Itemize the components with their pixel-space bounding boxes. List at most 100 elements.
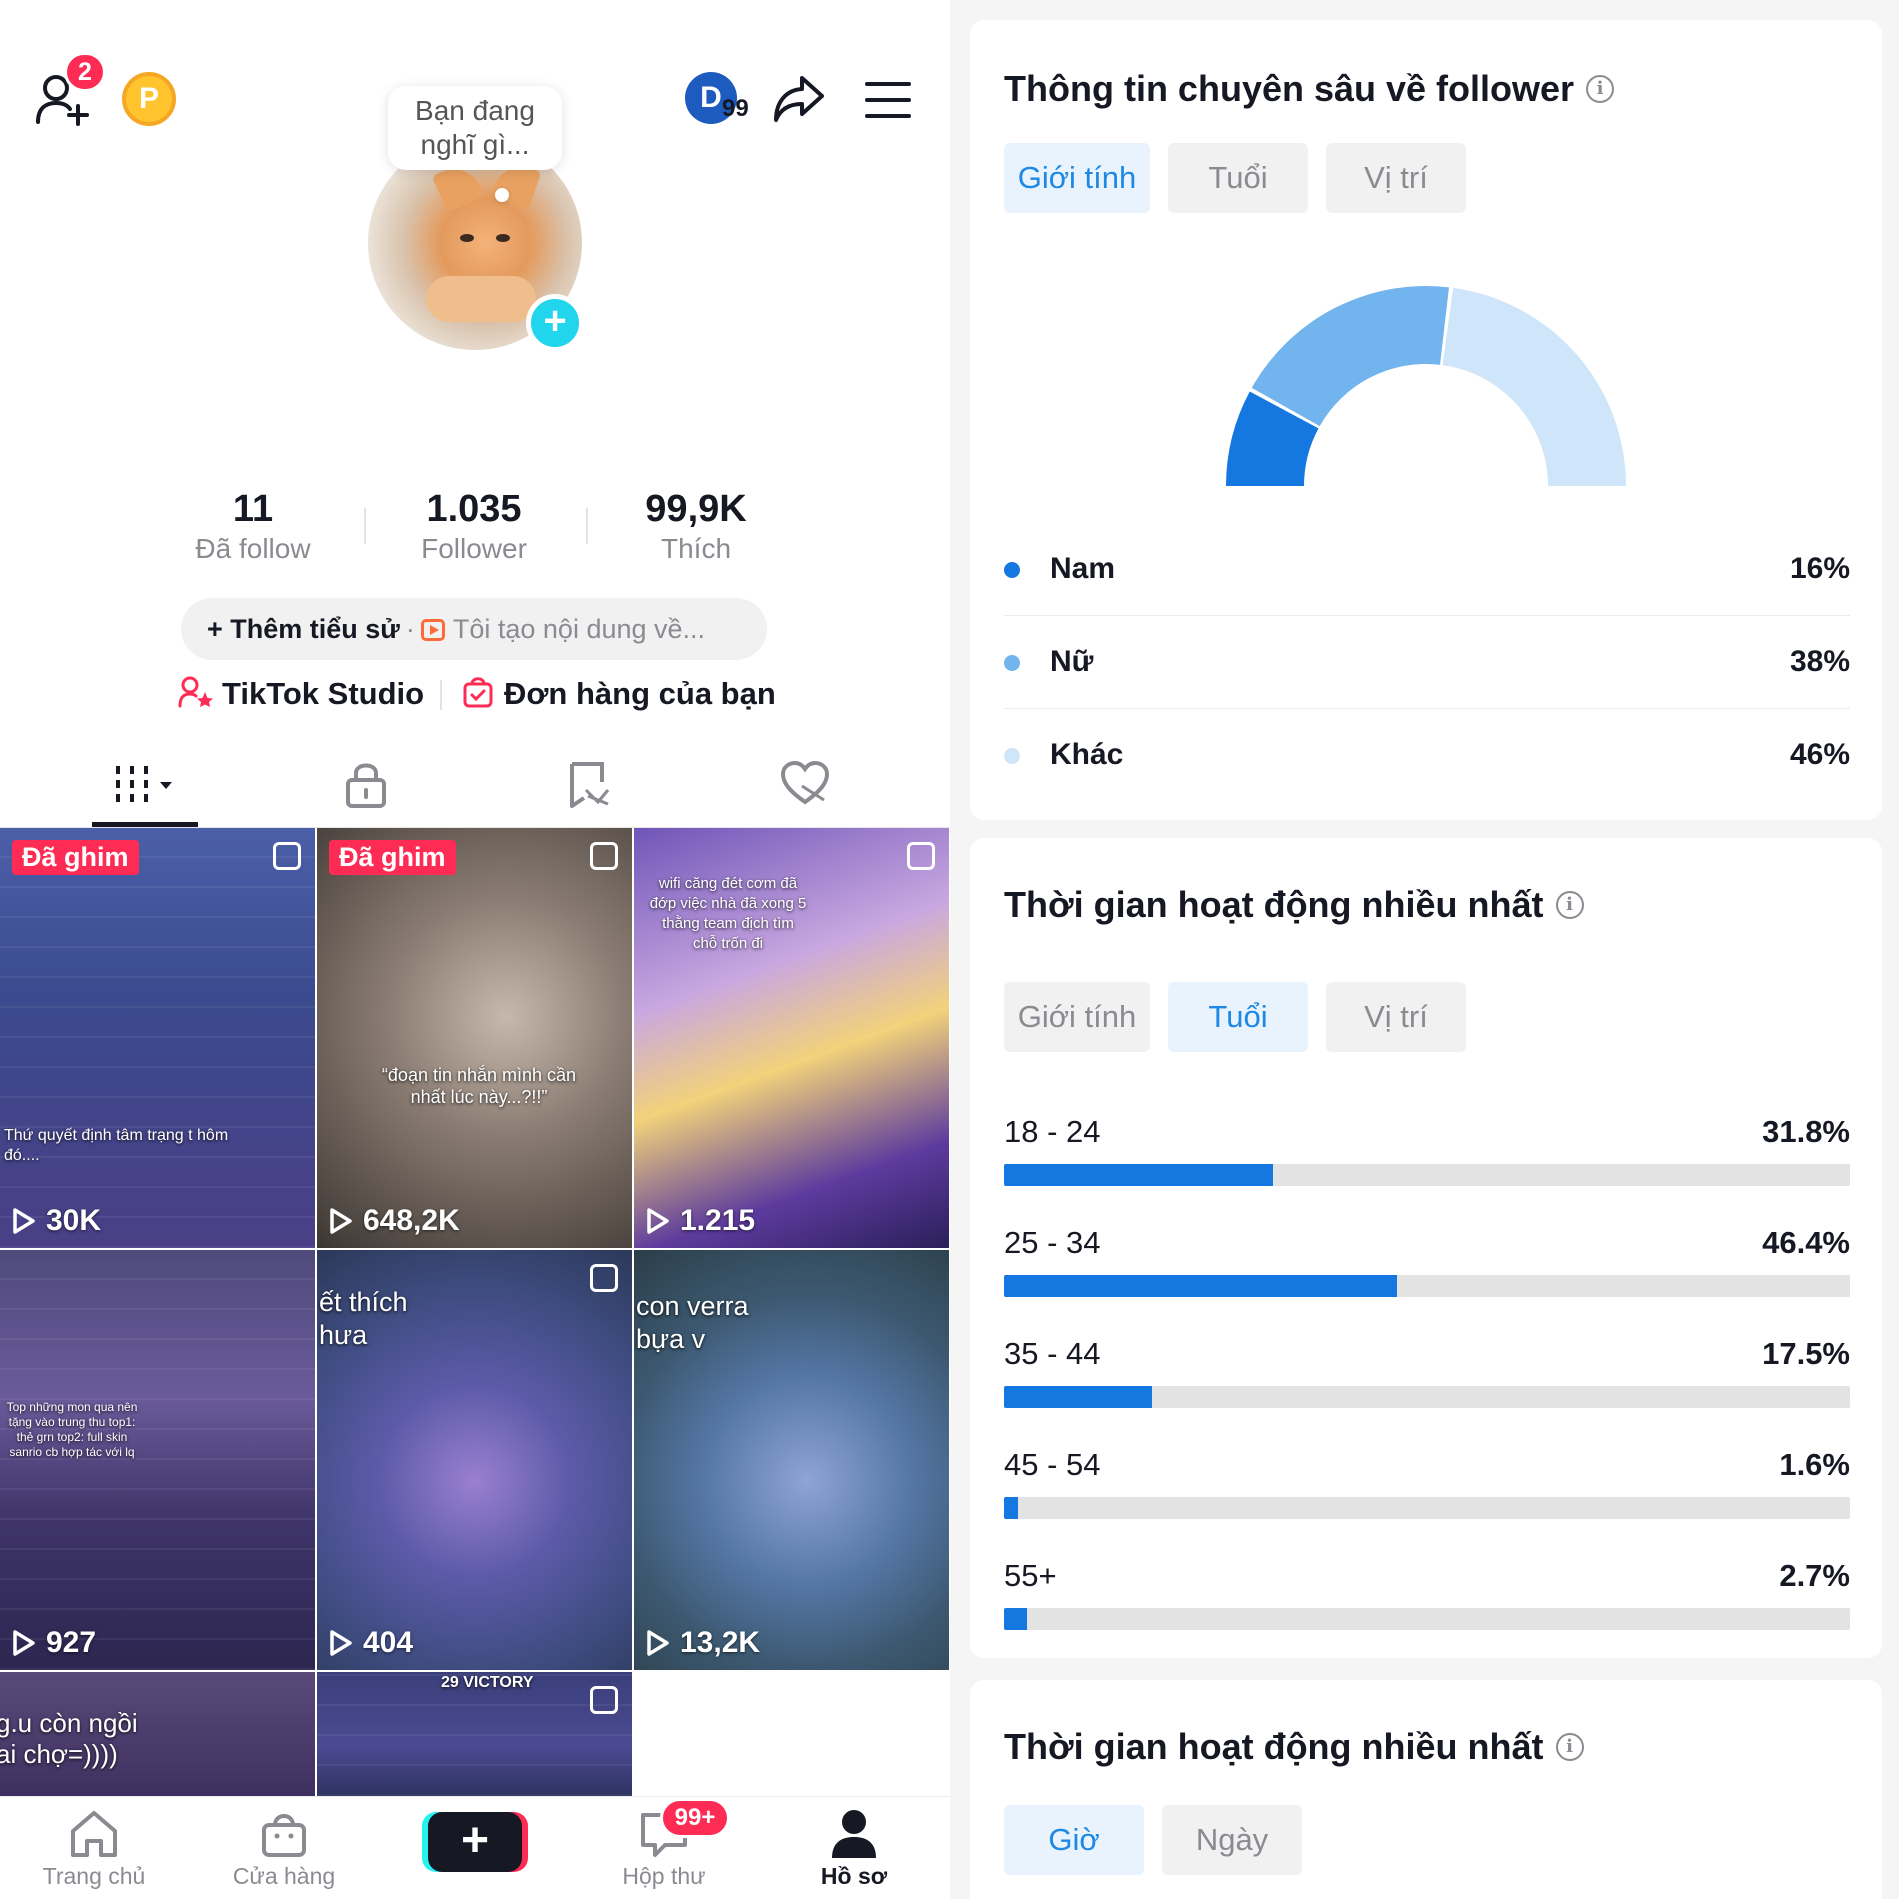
age-row: 18 - 24 31.8% [1004, 1114, 1850, 1214]
add-story-button[interactable]: + [526, 294, 584, 352]
info-icon[interactable]: i [1555, 1733, 1584, 1761]
gender-donut-chart [1226, 286, 1626, 486]
activity-card-title: Thời gian hoạt động nhiều nhất i [1004, 884, 1584, 926]
video-tile[interactable]: ết thích hưa 404 [317, 1250, 632, 1670]
tab-location[interactable]: Vị trí [1326, 982, 1466, 1052]
insights-screen: Thông tin chuyên sâu về follower i Giới … [950, 0, 1899, 1899]
age-pct: 31.8% [1762, 1114, 1850, 1149]
tab-videos[interactable] [112, 760, 182, 815]
bio-pill[interactable]: + Thêm tiểu sử · Tôi tạo nội dung về... [181, 598, 767, 660]
age-bar-track [1004, 1164, 1850, 1186]
bubble-tail [495, 188, 509, 202]
donut-segment-nữ [1251, 286, 1449, 427]
nav-profile-label: Hồ sơ [820, 1863, 888, 1889]
stat-following-value: 11 [232, 488, 274, 530]
multi-image-icon [590, 842, 618, 870]
nav-home[interactable]: Trang chủ [19, 1805, 169, 1890]
age-row: 45 - 54 1.6% [1004, 1447, 1850, 1547]
stat-followers[interactable]: 1.035 Follower [374, 486, 574, 566]
view-count: 927 [12, 1626, 96, 1660]
create-button[interactable]: + [428, 1812, 522, 1872]
tab-reposts[interactable] [566, 760, 612, 815]
tab-liked[interactable] [780, 760, 830, 813]
video-tile[interactable]: wifi căng đét cơm đã đớp việc nhà đã xon… [634, 828, 949, 1248]
tab-age[interactable]: Tuổi [1168, 143, 1308, 213]
orders-link[interactable]: Đơn hàng của bạn [462, 674, 776, 714]
hamburger-icon [865, 82, 911, 118]
bubble-line-1: Bạn đang [415, 95, 535, 126]
nav-profile[interactable]: Hồ sơ [779, 1805, 929, 1890]
nav-shop-label: Cửa hàng [232, 1863, 336, 1889]
donut-segment-nam [1226, 391, 1319, 486]
video-tile[interactable]: Đã ghim Thứ quyết định tâm trạng t hôm đ… [0, 828, 315, 1248]
creator-icon [420, 619, 445, 641]
tab-day[interactable]: Ngày [1162, 1805, 1302, 1875]
tab-location[interactable]: Vị trí [1326, 143, 1466, 213]
link-divider [440, 680, 442, 710]
tab-age[interactable]: Tuổi [1168, 982, 1308, 1052]
stat-followers-label: Follower [421, 533, 527, 564]
legend-row-female: Nữ 38% [1004, 617, 1850, 709]
legend-dot [1004, 748, 1020, 764]
view-count-value: 927 [46, 1626, 97, 1659]
add-friend-button[interactable] [34, 72, 92, 131]
stat-following[interactable]: 11 Đã follow [153, 486, 353, 566]
donut-segment-khác [1442, 287, 1626, 486]
view-count: 13,2K [646, 1626, 760, 1660]
age-bar-track [1004, 1497, 1850, 1519]
account-count: 99 [722, 95, 749, 122]
pinned-badge: Đã ghim [12, 840, 139, 875]
video-caption: g.u còn ngồi ai chợ=)))) [0, 1708, 138, 1769]
video-tile[interactable]: con verra bựa v 13,2K [634, 1250, 949, 1670]
inbox-badge: 99+ [660, 1798, 730, 1838]
video-caption: Thứ quyết định tâm trạng t hôm đó.... [4, 1127, 229, 1164]
heart-icon [780, 760, 830, 805]
share-button[interactable] [772, 74, 826, 129]
add-friend-icon [36, 75, 89, 126]
age-row: 25 - 34 46.4% [1004, 1225, 1850, 1325]
video-tile[interactable]: Top những mon qua nên tặng vào trung thu… [0, 1250, 315, 1670]
age-pct: 46.4% [1762, 1225, 1850, 1260]
profile-icon [832, 1810, 876, 1858]
account-avatar[interactable]: D [685, 72, 737, 124]
tiktok-studio-link[interactable]: TikTok Studio [178, 674, 424, 714]
video-tile[interactable]: 29 VICTORY [317, 1672, 632, 1796]
nav-inbox[interactable]: Hộp thư [589, 1805, 739, 1890]
info-icon[interactable]: i [1555, 891, 1584, 919]
age-bar-fill [1004, 1497, 1018, 1519]
active-tab-indicator [92, 822, 198, 827]
nav-inbox-label: Hộp thư [622, 1863, 706, 1889]
follower-card-title: Thông tin chuyên sâu về follower i [1004, 68, 1615, 110]
video-tile[interactable]: Đã ghim “đoạn tin nhắn mình cần nhất lúc… [317, 828, 632, 1248]
age-bar-fill [1004, 1608, 1027, 1630]
nav-home-label: Trang chủ [42, 1863, 146, 1889]
tab-private[interactable] [344, 760, 388, 815]
menu-button[interactable] [864, 80, 912, 125]
age-label: 45 - 54 [1004, 1447, 1101, 1482]
play-icon [647, 1630, 669, 1656]
video-tile[interactable]: g.u còn ngồi ai chợ=)))) [0, 1672, 315, 1796]
tab-gender[interactable]: Giới tính [1004, 143, 1150, 213]
view-count-value: 648,2K [363, 1204, 460, 1237]
view-count: 1.215 [646, 1204, 755, 1238]
tab-gender[interactable]: Giới tính [1004, 982, 1150, 1052]
stat-likes[interactable]: 99,9K Thích [596, 486, 796, 566]
stat-following-label: Đã follow [195, 533, 311, 564]
nav-shop[interactable]: Cửa hàng [209, 1805, 359, 1890]
studio-label: TikTok Studio [222, 676, 425, 711]
age-label: 35 - 44 [1004, 1336, 1101, 1371]
tab-hour[interactable]: Giờ [1004, 1805, 1144, 1875]
status-bubble[interactable]: Bạn đang nghĩ gì... [388, 86, 562, 170]
video-caption: 29 VICTORY [441, 1674, 534, 1691]
share-icon [774, 76, 824, 122]
coin-icon[interactable]: P [122, 72, 176, 126]
video-caption: wifi căng đét cơm đã đớp việc nhà đã xon… [649, 875, 807, 952]
age-label: 25 - 34 [1004, 1225, 1101, 1260]
activity-time-card: Thời gian hoạt động nhiều nhất i Giờ Ngà… [970, 1680, 1882, 1899]
view-count-value: 30K [46, 1204, 102, 1237]
video-caption: “đoạn tin nhắn mình cần nhất lúc này...?… [381, 1065, 577, 1107]
info-icon[interactable]: i [1586, 75, 1615, 103]
legend-dot [1004, 655, 1020, 671]
view-count-value: 13,2K [680, 1626, 761, 1659]
play-icon [647, 1208, 669, 1234]
